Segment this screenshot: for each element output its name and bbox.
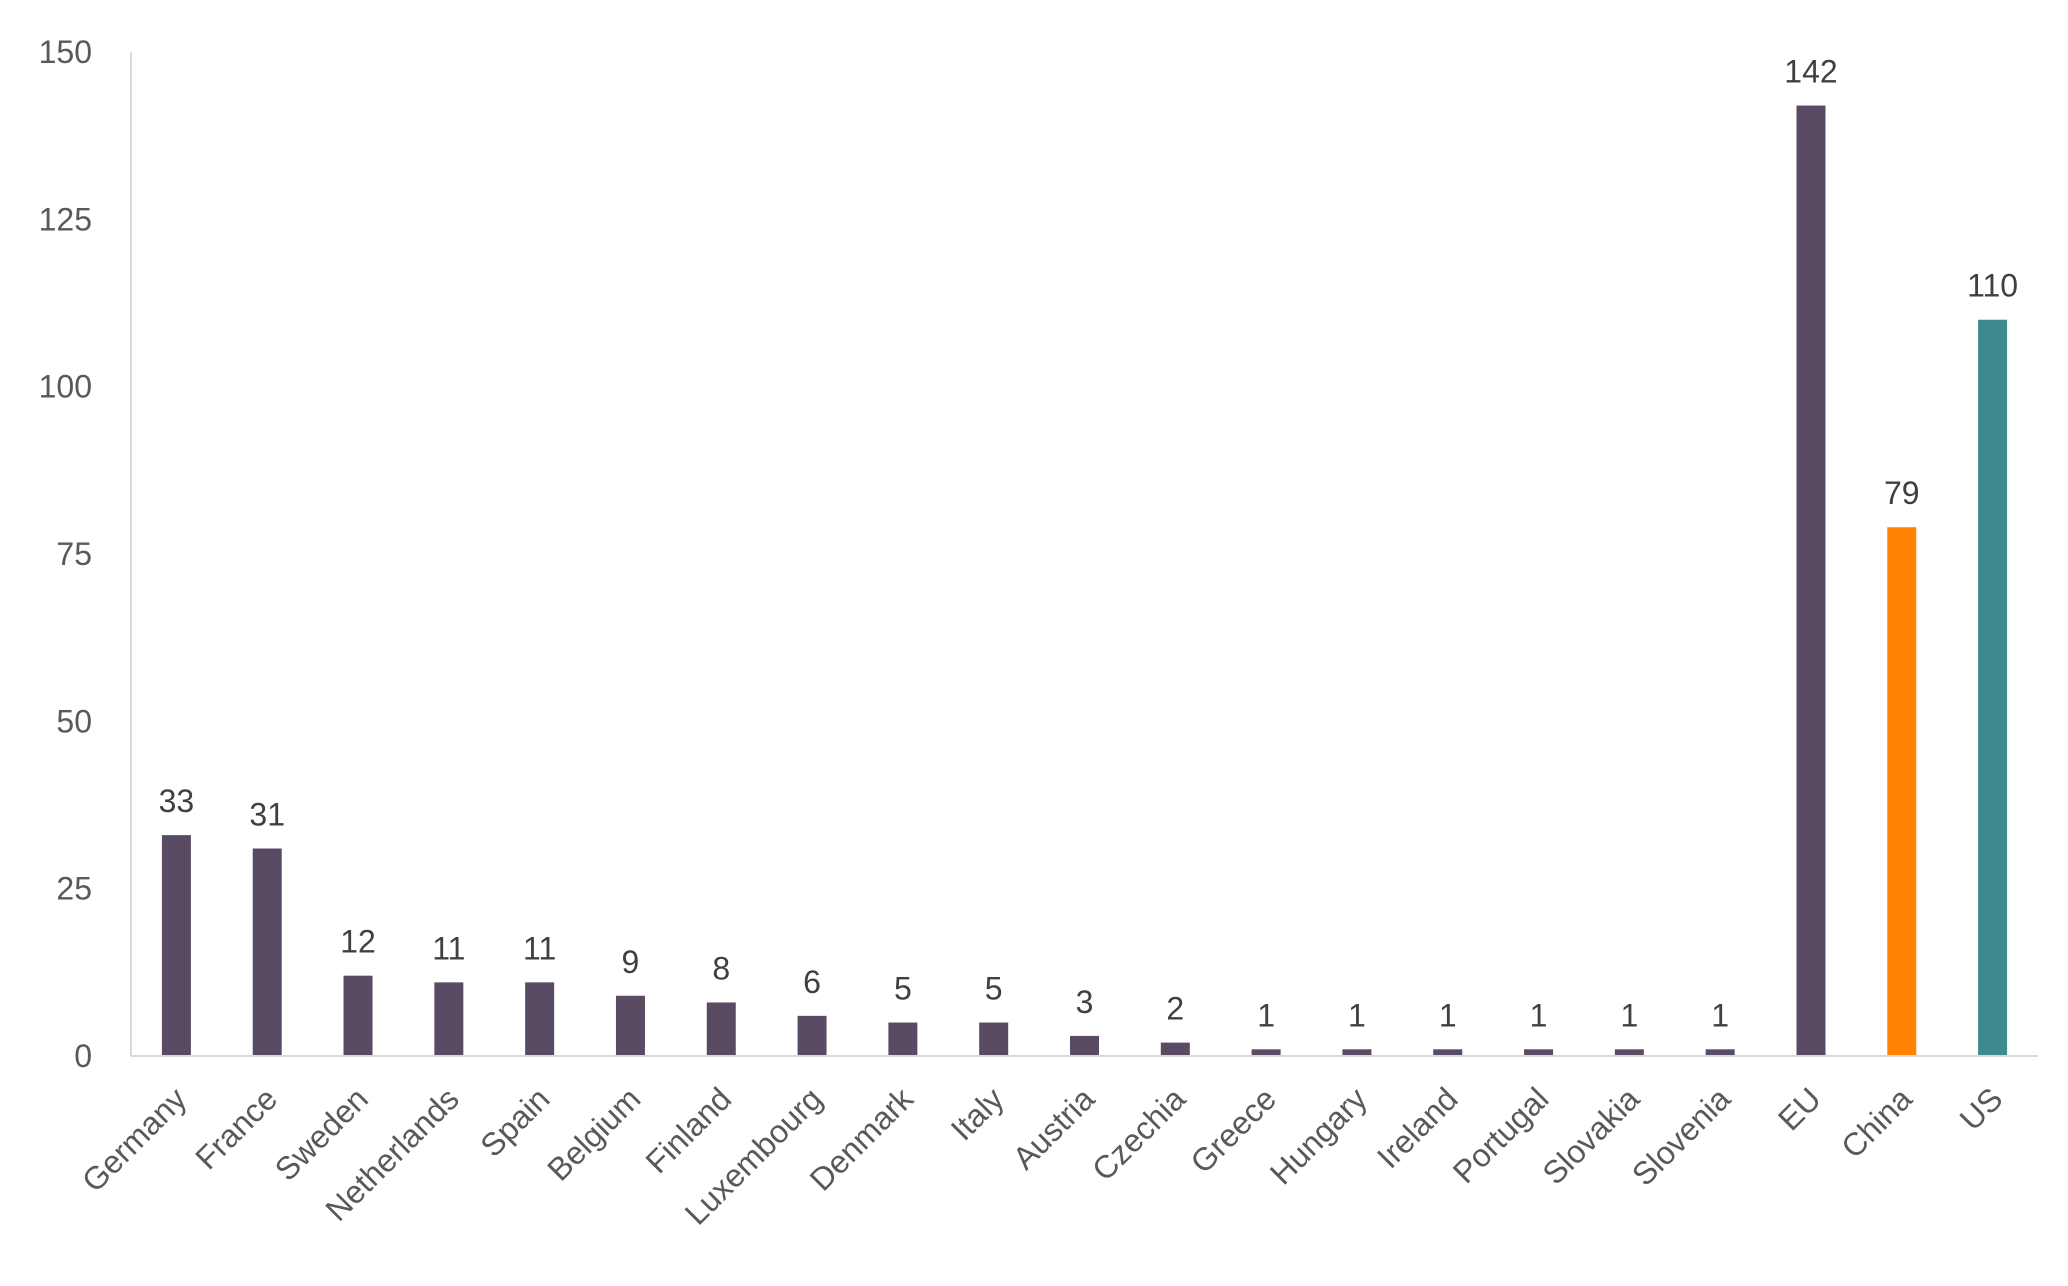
data-label: 5 [894, 971, 912, 1007]
data-label: 12 [340, 924, 376, 960]
data-label: 6 [803, 964, 821, 1000]
x-tick-label: Portugal [1446, 1080, 1556, 1190]
x-tick-label: Italy [944, 1080, 1011, 1147]
x-tick-label: Belgium [540, 1080, 647, 1187]
x-tick-label: US [1953, 1080, 2010, 1137]
y-tick-label: 150 [39, 34, 92, 70]
data-label: 5 [985, 971, 1003, 1007]
data-label: 1 [1620, 997, 1638, 1033]
data-label: 142 [1784, 54, 1837, 90]
bar-us [1978, 319, 2008, 1056]
data-label: 1 [1348, 997, 1366, 1033]
data-label: 31 [249, 797, 285, 833]
bar-hungary [1342, 1049, 1372, 1056]
y-tick-label: 100 [39, 369, 92, 405]
data-label: 1 [1439, 997, 1457, 1033]
x-tick-label: Czechia [1085, 1080, 1192, 1187]
data-label: 2 [1166, 991, 1184, 1027]
bar-austria [1070, 1035, 1099, 1056]
bar-slovakia [1614, 1049, 1644, 1056]
data-label: 1 [1530, 997, 1548, 1033]
x-tick-label: Slovakia [1535, 1080, 1646, 1191]
bar-italy [979, 1022, 1009, 1056]
data-label: 11 [432, 930, 465, 966]
bar-czechia [1160, 1042, 1190, 1056]
bar-portugal [1524, 1049, 1554, 1056]
y-tick-label: 50 [56, 703, 92, 739]
x-tick-label: Hungary [1263, 1080, 1374, 1191]
bar-ireland [1433, 1049, 1463, 1056]
x-tick-label: EU [1771, 1080, 1828, 1137]
data-label: 11 [523, 930, 556, 966]
bar-china [1887, 527, 1917, 1056]
bars [161, 105, 2008, 1056]
data-label: 1 [1711, 997, 1729, 1033]
data-label: 110 [1967, 268, 2018, 304]
bar-slovenia [1705, 1049, 1735, 1056]
bar-eu [1796, 105, 1826, 1056]
data-label: 8 [712, 950, 730, 986]
data-label: 1 [1257, 997, 1275, 1033]
bar-spain [525, 982, 555, 1056]
bar-germany [161, 835, 191, 1056]
bar-luxembourg [797, 1015, 827, 1056]
bar-france [252, 848, 282, 1056]
x-tick-label: Germany [75, 1080, 194, 1199]
bar-belgium [615, 995, 645, 1056]
data-label: 9 [622, 944, 640, 980]
data-label: 33 [159, 783, 195, 819]
x-tick-label: Spain [473, 1080, 556, 1163]
y-axis: 0 25 50 75 100 125 150 [39, 34, 132, 1074]
bar-netherlands [434, 982, 464, 1056]
bar-greece [1251, 1049, 1281, 1056]
bar-sweden [343, 975, 373, 1056]
y-tick-label: 75 [56, 536, 92, 572]
y-tick-label: 0 [74, 1038, 92, 1074]
y-tick-label: 125 [39, 201, 92, 237]
x-tick-label: China [1834, 1080, 1919, 1165]
y-tick-label: 25 [56, 871, 92, 907]
bar-denmark [888, 1022, 918, 1056]
data-label: 3 [1076, 984, 1094, 1020]
data-label: 79 [1884, 475, 1920, 511]
bar-finland [706, 1002, 736, 1056]
x-tick-label: Slovenia [1625, 1080, 1737, 1192]
